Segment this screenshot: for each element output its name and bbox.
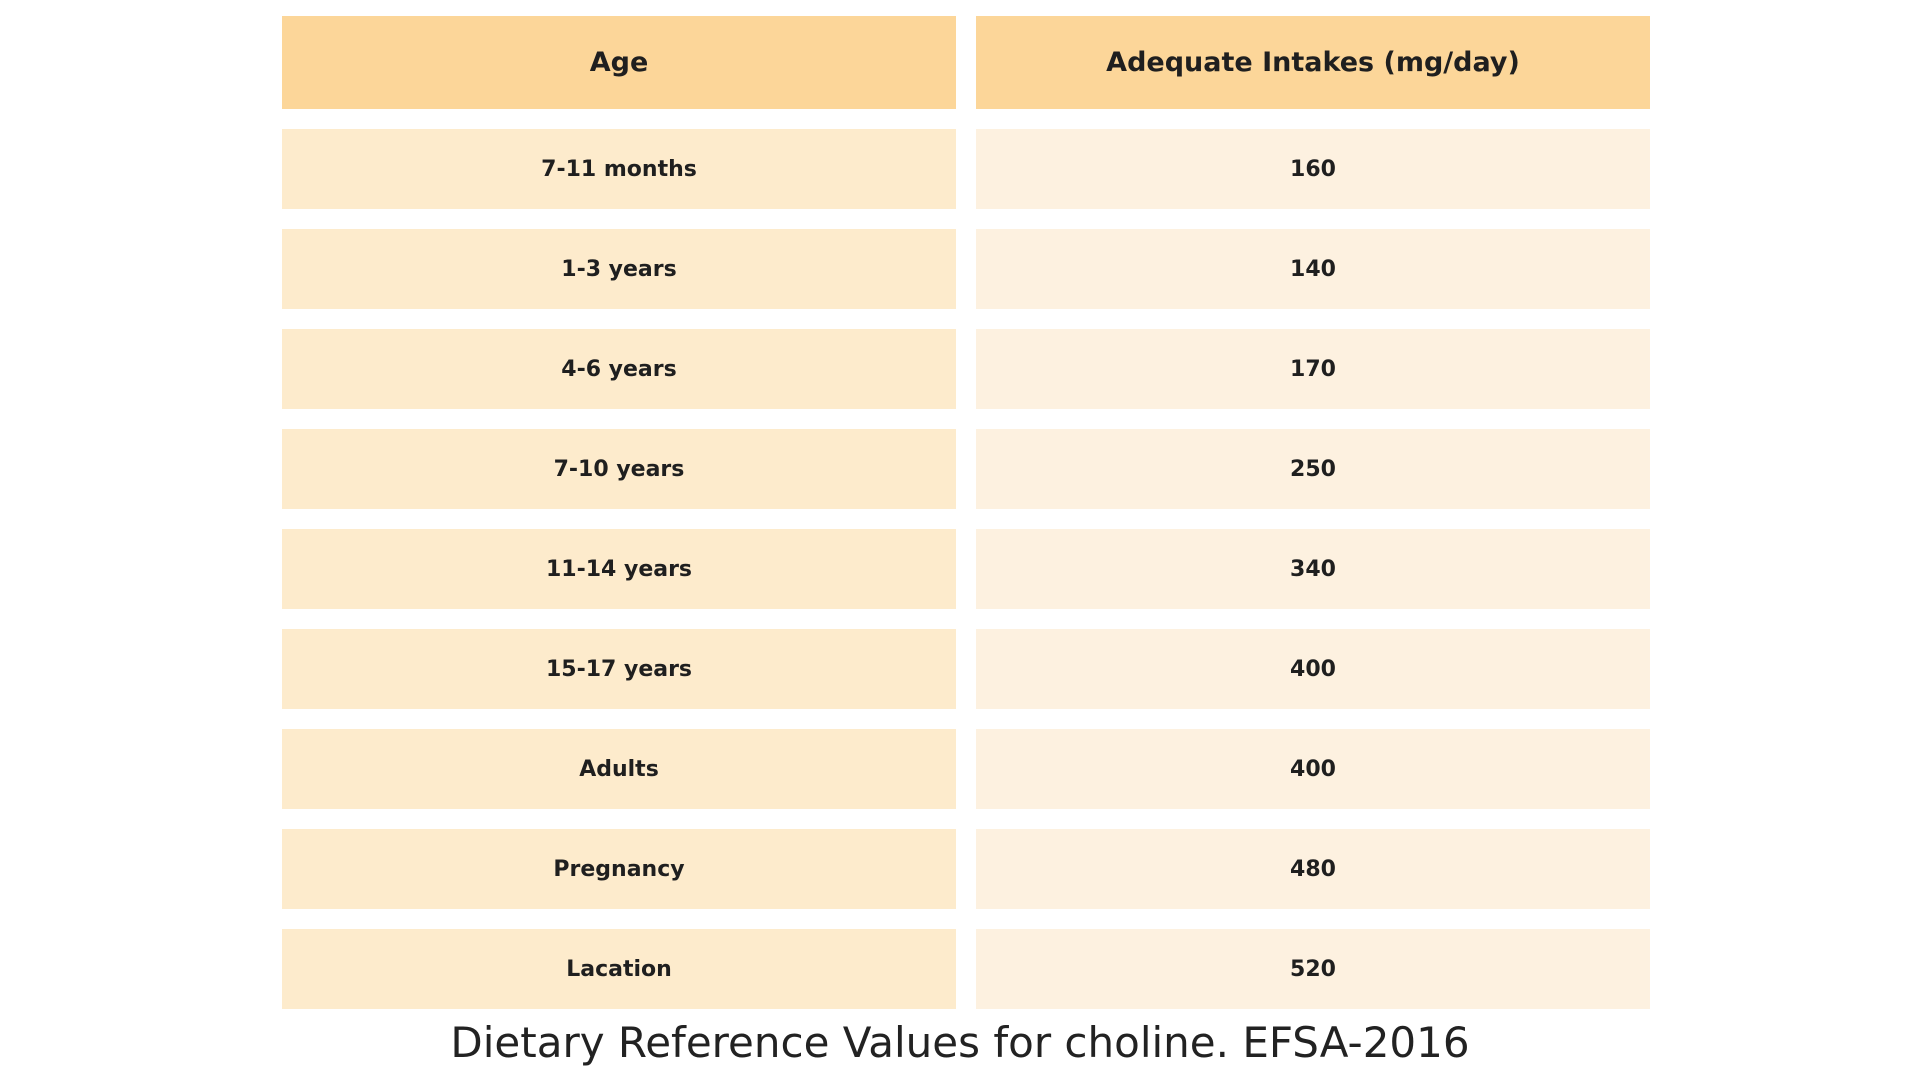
table-row: 7-10 years 250 — [282, 429, 1650, 509]
age-cell: 7-10 years — [282, 429, 956, 509]
age-cell: 11-14 years — [282, 529, 956, 609]
age-cell: Lacation — [282, 929, 956, 1009]
intake-cell: 140 — [976, 229, 1650, 309]
table-row: Lacation 520 — [282, 929, 1650, 1009]
age-cell: Adults — [282, 729, 956, 809]
intake-cell: 400 — [976, 629, 1650, 709]
age-cell: 1-3 years — [282, 229, 956, 309]
intake-cell: 400 — [976, 729, 1650, 809]
intake-cell: 170 — [976, 329, 1650, 409]
table-row: 15-17 years 400 — [282, 629, 1650, 709]
intake-cell: 340 — [976, 529, 1650, 609]
intake-cell: 520 — [976, 929, 1650, 1009]
age-cell: 4-6 years — [282, 329, 956, 409]
table-caption: Dietary Reference Values for choline. EF… — [450, 1018, 1470, 1067]
table-header-row: Age Adequate Intakes (mg/day) — [282, 16, 1650, 109]
table-row: 11-14 years 340 — [282, 529, 1650, 609]
age-cell: 15-17 years — [282, 629, 956, 709]
table-row: 4-6 years 170 — [282, 329, 1650, 409]
header-adequate-intakes: Adequate Intakes (mg/day) — [976, 16, 1650, 109]
table-row: 7-11 months 160 — [282, 129, 1650, 209]
table-row: Pregnancy 480 — [282, 829, 1650, 909]
intake-cell: 250 — [976, 429, 1650, 509]
age-cell: Pregnancy — [282, 829, 956, 909]
age-cell: 7-11 months — [282, 129, 956, 209]
intake-cell: 480 — [976, 829, 1650, 909]
table-row: 1-3 years 140 — [282, 229, 1650, 309]
table-row: Adults 400 — [282, 729, 1650, 809]
intake-cell: 160 — [976, 129, 1650, 209]
header-age: Age — [282, 16, 956, 109]
choline-intake-table: Age Adequate Intakes (mg/day) 7-11 month… — [282, 16, 1650, 1029]
